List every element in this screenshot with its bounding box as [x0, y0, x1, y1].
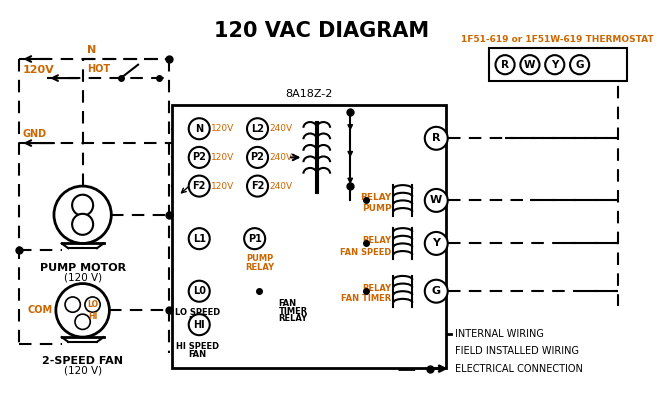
- Circle shape: [189, 314, 210, 335]
- Bar: [489, 47, 627, 81]
- Text: R: R: [432, 133, 440, 143]
- Text: HI: HI: [194, 320, 205, 330]
- Text: RELAY: RELAY: [362, 284, 391, 293]
- Text: HI: HI: [88, 312, 97, 321]
- Text: FAN: FAN: [188, 316, 206, 325]
- Bar: [172, 105, 446, 368]
- Text: RELAY: RELAY: [362, 236, 391, 245]
- Circle shape: [247, 147, 268, 168]
- Text: PUMP MOTOR: PUMP MOTOR: [40, 263, 126, 272]
- Text: N: N: [87, 45, 96, 55]
- Text: P2: P2: [251, 153, 265, 163]
- Circle shape: [189, 118, 210, 139]
- Text: RELAY: RELAY: [360, 193, 391, 202]
- Text: RELAY: RELAY: [245, 263, 274, 272]
- Circle shape: [54, 186, 111, 243]
- Text: (120 V): (120 V): [64, 366, 102, 376]
- Text: COM: COM: [28, 305, 53, 316]
- Text: G: G: [431, 286, 441, 296]
- Text: G: G: [576, 59, 584, 70]
- Circle shape: [247, 176, 268, 197]
- Circle shape: [244, 228, 265, 249]
- Text: 240V: 240V: [269, 153, 292, 162]
- Text: 2-SPEED FAN: 2-SPEED FAN: [42, 356, 123, 366]
- Text: FAN SPEED: FAN SPEED: [340, 248, 391, 258]
- Text: P1: P1: [248, 234, 261, 244]
- Text: 120V: 120V: [22, 65, 54, 75]
- Text: PUMP: PUMP: [246, 254, 273, 263]
- Circle shape: [189, 176, 210, 197]
- Circle shape: [425, 127, 448, 150]
- Text: FAN TIMER: FAN TIMER: [341, 295, 391, 303]
- Text: R: R: [501, 59, 509, 70]
- Text: RELAY: RELAY: [279, 314, 308, 323]
- Circle shape: [545, 55, 564, 74]
- Text: HI SPEED: HI SPEED: [176, 342, 219, 351]
- Text: HOT: HOT: [87, 64, 111, 74]
- Circle shape: [85, 297, 100, 312]
- Text: (120 V): (120 V): [64, 272, 102, 282]
- Circle shape: [72, 195, 93, 216]
- Text: F2: F2: [251, 181, 264, 191]
- Text: 120V: 120V: [210, 181, 234, 191]
- Text: TIMER: TIMER: [279, 307, 308, 316]
- Text: FAN: FAN: [279, 299, 297, 308]
- Circle shape: [189, 281, 210, 302]
- Text: 120V: 120V: [210, 153, 234, 162]
- Text: P2: P2: [192, 153, 206, 163]
- Text: PUMP: PUMP: [362, 204, 391, 212]
- Text: 120 VAC DIAGRAM: 120 VAC DIAGRAM: [214, 21, 429, 41]
- Text: 8A18Z-2: 8A18Z-2: [285, 89, 332, 99]
- Text: LO: LO: [87, 300, 98, 309]
- Text: 120V: 120V: [210, 124, 234, 133]
- Text: Y: Y: [432, 238, 440, 248]
- Text: FAN: FAN: [188, 349, 206, 359]
- Circle shape: [570, 55, 589, 74]
- Text: F2: F2: [192, 181, 206, 191]
- Text: L2: L2: [251, 124, 264, 134]
- Text: ELECTRICAL CONNECTION: ELECTRICAL CONNECTION: [456, 364, 584, 374]
- Text: N: N: [195, 124, 203, 134]
- Text: FIELD INSTALLED WIRING: FIELD INSTALLED WIRING: [456, 347, 580, 357]
- Circle shape: [425, 280, 448, 303]
- Circle shape: [75, 314, 90, 329]
- Text: LO SPEED: LO SPEED: [175, 308, 220, 318]
- Text: Y: Y: [551, 59, 559, 70]
- Circle shape: [72, 214, 93, 235]
- Text: GND: GND: [22, 129, 46, 139]
- Text: W: W: [524, 59, 535, 70]
- Text: L0: L0: [193, 286, 206, 296]
- Text: W: W: [430, 195, 442, 205]
- Circle shape: [425, 189, 448, 212]
- Text: L1: L1: [193, 234, 206, 244]
- Circle shape: [189, 228, 210, 249]
- Circle shape: [56, 284, 109, 337]
- Circle shape: [521, 55, 539, 74]
- Circle shape: [65, 297, 80, 312]
- Circle shape: [247, 118, 268, 139]
- Circle shape: [496, 55, 515, 74]
- Circle shape: [425, 232, 448, 255]
- Text: 1F51-619 or 1F51W-619 THERMOSTAT: 1F51-619 or 1F51W-619 THERMOSTAT: [462, 35, 654, 44]
- Text: INTERNAL WIRING: INTERNAL WIRING: [456, 329, 544, 339]
- Text: 240V: 240V: [269, 181, 292, 191]
- Text: 240V: 240V: [269, 124, 292, 133]
- Circle shape: [189, 147, 210, 168]
